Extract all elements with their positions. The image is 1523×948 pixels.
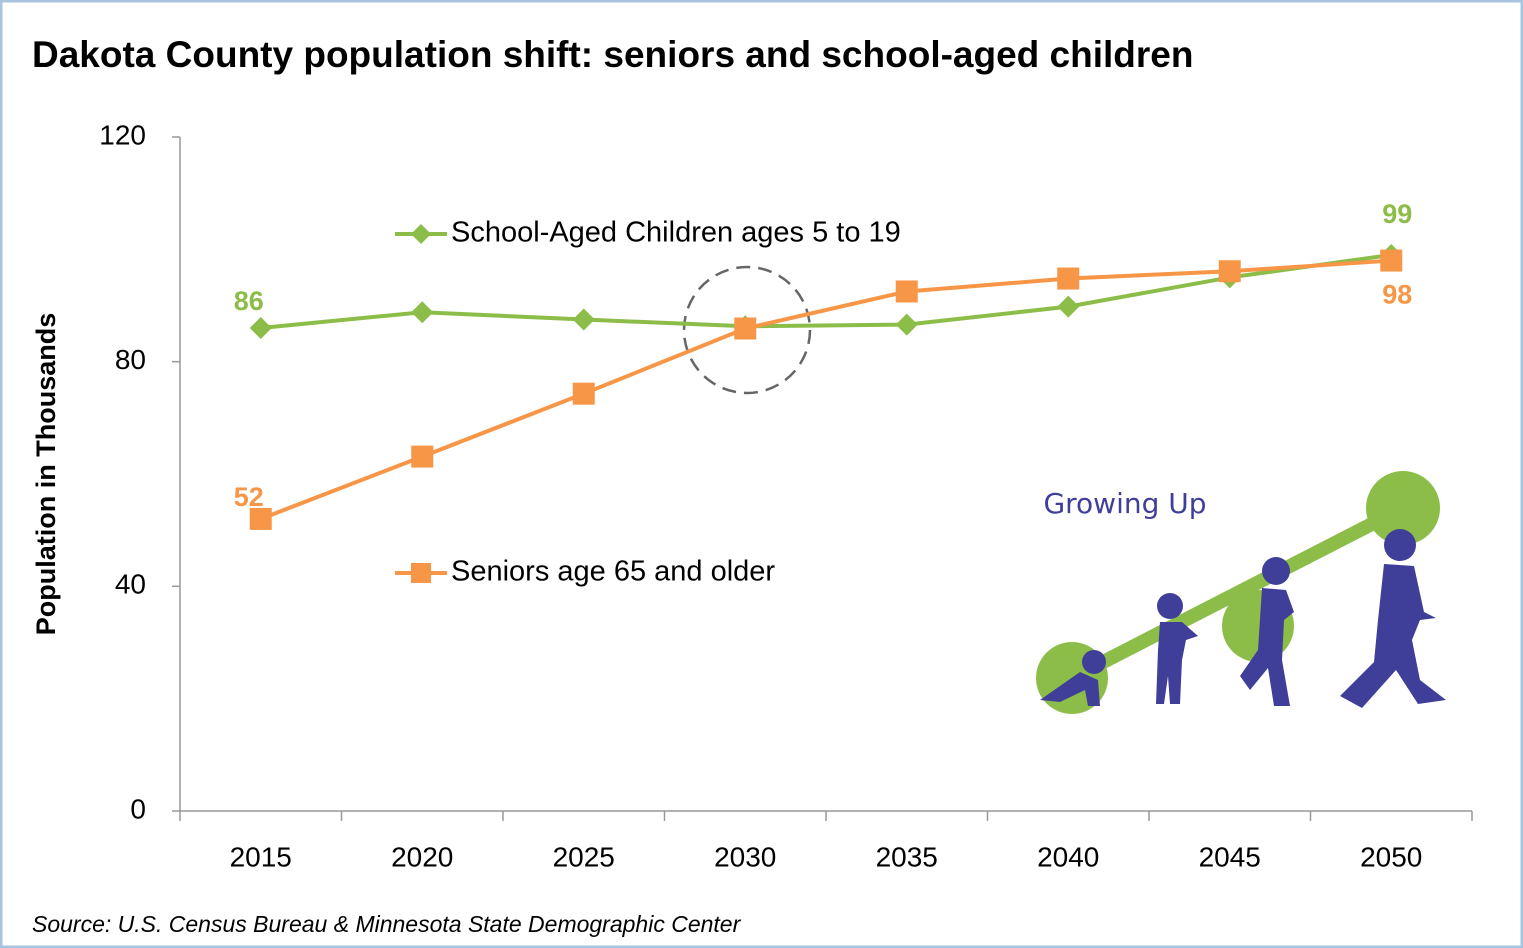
x-tick-label: 2035 xyxy=(876,841,938,872)
data-point xyxy=(1057,267,1080,290)
data-label: 86 xyxy=(234,286,264,316)
data-label: 52 xyxy=(234,482,264,512)
y-tick-label: 120 xyxy=(99,119,146,150)
illustration: Growing Up xyxy=(1036,471,1446,714)
data-label: 99 xyxy=(1382,199,1412,229)
legend-entry: School-Aged Children ages 5 to 19 xyxy=(451,217,901,249)
y-tick-label: 80 xyxy=(115,344,146,375)
legend-marker xyxy=(411,563,431,583)
data-point xyxy=(895,313,918,336)
data-point xyxy=(411,301,434,324)
x-tick-label: 2040 xyxy=(1037,841,1099,872)
x-tick-label: 2025 xyxy=(553,841,615,872)
x-tick-label: 2020 xyxy=(391,841,453,872)
data-label: 98 xyxy=(1382,280,1412,310)
legend-entry: Seniors age 65 and older xyxy=(451,556,775,588)
chart-title: Dakota County population shift: seniors … xyxy=(32,34,1193,75)
data-point xyxy=(411,445,434,468)
data-point xyxy=(1057,295,1080,318)
y-axis-label: Population in Thousands xyxy=(31,313,61,635)
data-point xyxy=(572,308,595,331)
silhouettes xyxy=(1040,529,1446,708)
legend-marker xyxy=(411,224,431,244)
x-tick-label: 2045 xyxy=(1199,841,1261,872)
data-point xyxy=(249,507,272,530)
y-tick-label: 0 xyxy=(130,793,146,824)
y-tick-label: 40 xyxy=(115,569,146,600)
illustration-circle xyxy=(1366,471,1440,545)
data-point xyxy=(734,317,757,340)
data-point xyxy=(1380,249,1403,272)
series-line xyxy=(260,258,1392,521)
series-line xyxy=(260,252,1392,330)
x-tick-label: 2015 xyxy=(230,841,292,872)
illustration-line xyxy=(1068,501,1407,685)
data-point xyxy=(1218,260,1241,283)
x-tick-label: 2050 xyxy=(1360,841,1422,872)
x-tick-label: 2030 xyxy=(714,841,776,872)
source: Source: U.S. Census Bureau & Minnesota S… xyxy=(32,911,742,937)
crossing-highlight xyxy=(682,265,812,395)
data-point xyxy=(572,382,595,405)
data-point xyxy=(895,280,918,303)
data-point xyxy=(249,316,272,339)
illustration-caption: Growing Up xyxy=(1043,487,1206,520)
